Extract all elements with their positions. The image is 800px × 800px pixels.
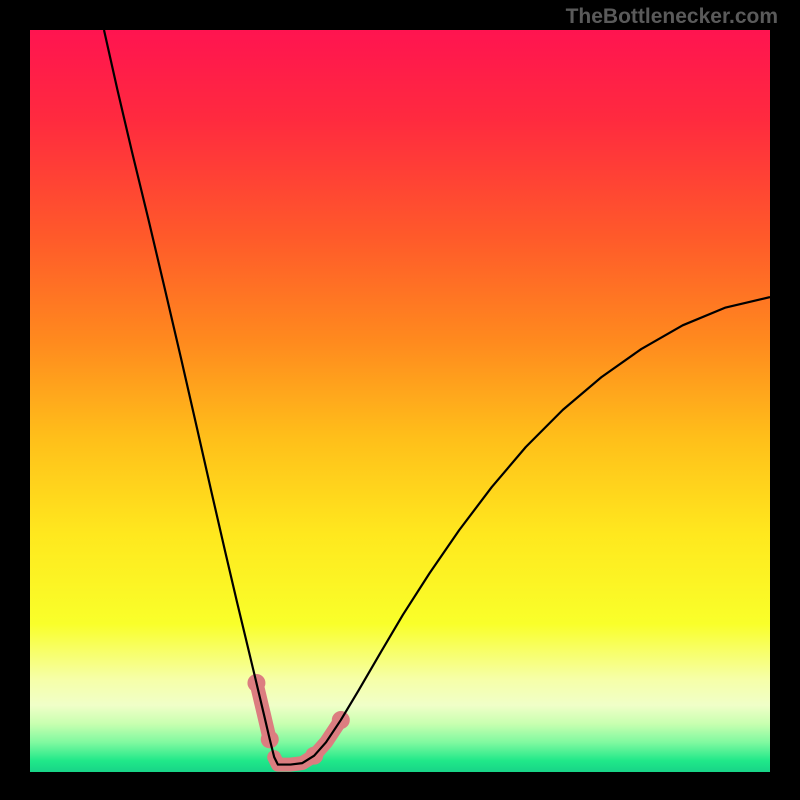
plot-area — [30, 30, 770, 772]
bottleneck-chart — [0, 0, 800, 800]
watermark-text: TheBottlenecker.com — [566, 5, 778, 29]
